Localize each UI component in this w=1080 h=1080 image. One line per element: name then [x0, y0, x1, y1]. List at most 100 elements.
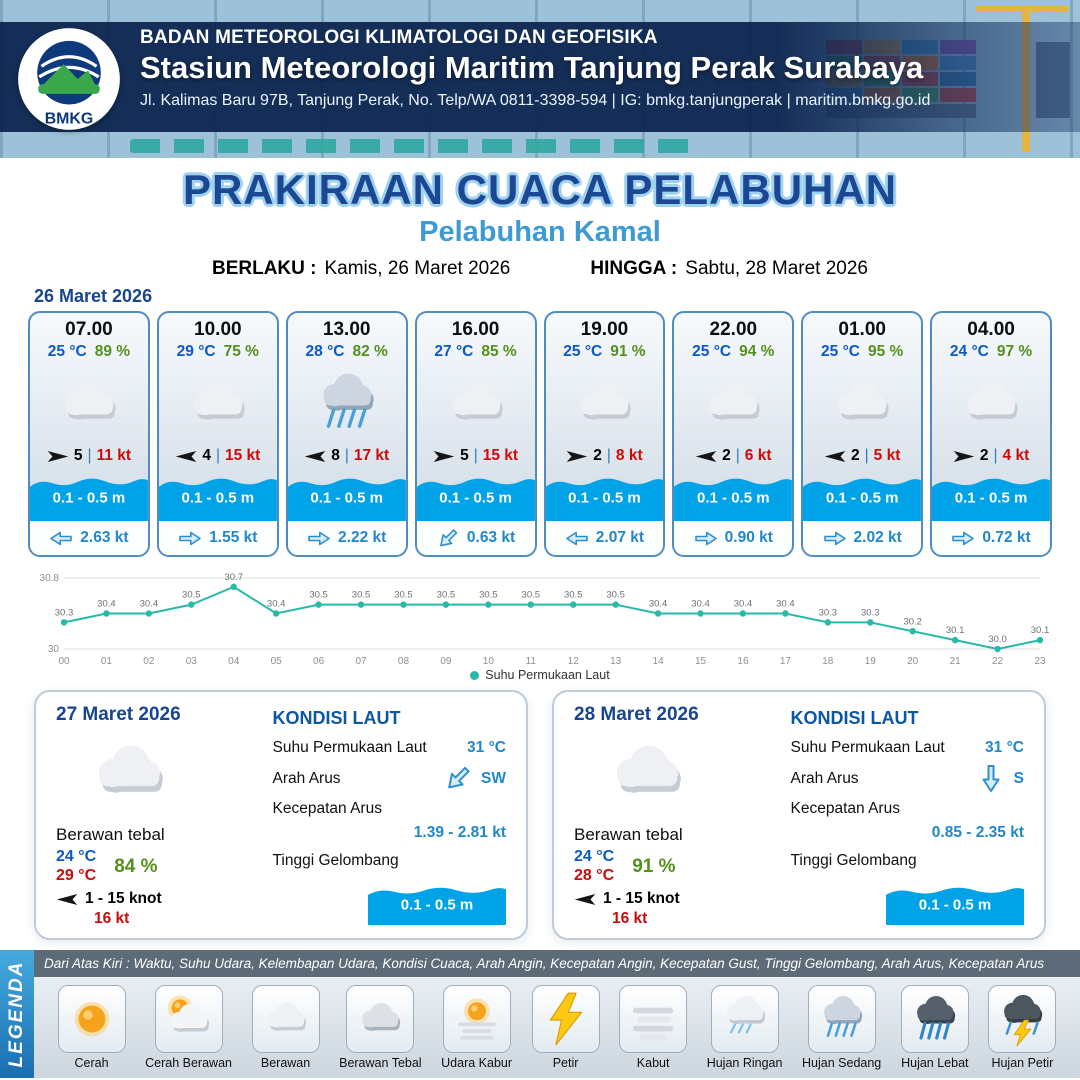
wind-speed: 11 kt — [96, 447, 131, 464]
wind-direction-icon — [56, 892, 78, 907]
udara-kabur-icon — [442, 985, 511, 1053]
legend-note: Dari Atas Kiri : Waktu, Suhu Udara, Kele… — [34, 950, 1080, 977]
wind-separator: | — [993, 447, 998, 464]
card-humidity: 85 % — [481, 343, 517, 360]
wind-number: 5 — [460, 447, 469, 464]
daily-gust: 16 kt — [612, 910, 648, 927]
wind-number: 2 — [593, 447, 602, 464]
svg-text:23: 23 — [1034, 656, 1046, 667]
svg-text:30.4: 30.4 — [649, 599, 668, 610]
card-temperature: 25 °C — [692, 343, 732, 360]
legend-item: Hujan Sedang — [802, 985, 881, 1070]
svg-text:19: 19 — [865, 656, 877, 667]
svg-text:14: 14 — [653, 656, 665, 667]
legend-main: Dari Atas Kiri : Waktu, Suhu Udara, Kele… — [34, 950, 1080, 1078]
wind-separator: | — [87, 447, 92, 464]
svg-text:30.4: 30.4 — [140, 599, 159, 610]
svg-text:18: 18 — [822, 656, 834, 667]
card-time: 04.00 — [967, 319, 1015, 340]
current-speed-label: Kecepatan Arus — [272, 800, 382, 817]
svg-text:30.5: 30.5 — [182, 590, 201, 601]
current-speed: 2.22 kt — [338, 529, 387, 546]
current-row: 0.72 kt — [932, 521, 1050, 555]
wind-row: 5 | 15 kt — [417, 447, 535, 471]
legend-item-label: Udara Kabur — [441, 1056, 513, 1070]
legend-item-label: Cerah Berawan — [145, 1056, 232, 1070]
legend-item: Cerah Berawan — [145, 985, 232, 1070]
wind-separator: | — [606, 447, 611, 464]
wind-number: 2 — [851, 447, 860, 464]
daily-weather-column: 28 Maret 2026 Berawan tebal 24 °C 28 °C 91 %… — [574, 704, 777, 927]
wind-row: 5 | 11 kt — [30, 447, 148, 471]
svg-text:30.5: 30.5 — [564, 590, 583, 601]
svg-text:12: 12 — [568, 656, 580, 667]
waiting-seats-illustration — [130, 139, 690, 153]
svg-text:01: 01 — [101, 656, 113, 667]
legend-band-label: LEGENDA — [6, 960, 27, 1068]
svg-text:13: 13 — [610, 656, 622, 667]
page-title: PRAKIRAAN CUACA PELABUHAN — [182, 166, 898, 213]
sst-line-chart: 30.8 30 30.3 00 30.4 01 30.4 02 30.5 03 30.7 04 30.4… — [40, 572, 1050, 667]
current-speed: 2.63 kt — [80, 529, 129, 546]
svg-text:08: 08 — [398, 656, 410, 667]
current-row: 2.02 kt — [803, 521, 922, 555]
daily-temp-min: 24 °C — [56, 848, 97, 865]
chart-legend-dot — [470, 670, 480, 680]
wave-height: 0.1 - 0.5 m — [52, 489, 126, 507]
svg-text:09: 09 — [440, 656, 452, 667]
legend-item-label: Petir — [552, 1056, 579, 1070]
daily-humidity: 84 % — [114, 855, 158, 877]
svg-text:30.4: 30.4 — [734, 599, 753, 610]
station-address: Jl. Kalimas Baru 97B, Tanjung Perak, No.… — [140, 92, 931, 109]
wave-height-band: 0.1 - 0.5 m — [545, 471, 664, 521]
current-speed: 2.07 kt — [595, 529, 645, 546]
current-speed: 0.90 kt — [724, 529, 773, 546]
berawan-icon — [546, 361, 664, 447]
svg-text:30.1: 30.1 — [1031, 625, 1050, 636]
legend-item-label: Hujan Lebat — [901, 1056, 969, 1070]
svg-text:22: 22 — [992, 656, 1004, 667]
current-direction-icon — [980, 764, 1001, 794]
forecast-card: 16.00 27 °C 85 % 5 | 15 kt 0.1 - 0.5 m 0.63 kt — [414, 311, 537, 557]
legend-item-label: Kabut — [636, 1056, 670, 1070]
card-time: 19.00 — [580, 319, 629, 340]
valid-until: HINGGA : Sabtu, 28 Maret 2026 — [590, 258, 868, 280]
wave-height-band: 0.1 - 0.5 m — [158, 471, 277, 521]
wind-direction-icon — [824, 449, 846, 464]
current-direction-icon — [433, 524, 462, 553]
berawan-icon — [251, 985, 320, 1053]
legend-item: Berawan — [251, 985, 320, 1070]
svg-text:02: 02 — [143, 656, 155, 667]
sea-conditions-title: KONDISI LAUT — [272, 708, 401, 728]
chart-legend: Suhu Permukaan Laut — [28, 668, 1052, 682]
hujan-sedang-icon — [288, 361, 406, 447]
svg-text:30.5: 30.5 — [606, 590, 625, 601]
kabut-icon — [619, 985, 688, 1053]
current-direction-icon — [951, 530, 975, 547]
card-humidity: 89 % — [94, 343, 131, 360]
current-row: 1.55 kt — [158, 521, 277, 555]
valid-from-value: Kamis, 26 Maret 2026 — [324, 258, 511, 279]
wave-height: 0.1 - 0.5 m — [439, 489, 512, 507]
sst-value: 31 °C — [467, 739, 506, 756]
berawan-icon — [803, 361, 921, 447]
current-direction-value: SW — [481, 769, 506, 787]
valid-from-label: BERLAKU : — [211, 258, 317, 279]
card-humidity: 95 % — [867, 343, 904, 360]
wave-height: 0.1 - 0.5 m — [697, 489, 770, 507]
svg-text:20: 20 — [907, 656, 919, 667]
berawan-icon — [82, 726, 259, 825]
daily-gust: 16 kt — [94, 910, 130, 927]
current-speed-value: 1.39 - 2.81 kt — [413, 824, 506, 841]
current-row: 2.22 kt — [287, 521, 406, 555]
wave-height-badge: 0.1 - 0.5 m — [886, 881, 1024, 925]
legend-item-label: Cerah — [74, 1056, 109, 1070]
wind-separator: | — [473, 447, 478, 464]
berawan-icon — [674, 361, 792, 447]
legend-item: Petir — [531, 985, 600, 1070]
legend-item: Hujan Lebat — [900, 985, 969, 1070]
sst-chart: 30.8 30 30.3 00 30.4 01 30.4 02 30.5 03 30.7 04 30.4… — [28, 563, 1052, 667]
svg-text:30.5: 30.5 — [352, 590, 371, 601]
petir-icon — [531, 985, 600, 1053]
